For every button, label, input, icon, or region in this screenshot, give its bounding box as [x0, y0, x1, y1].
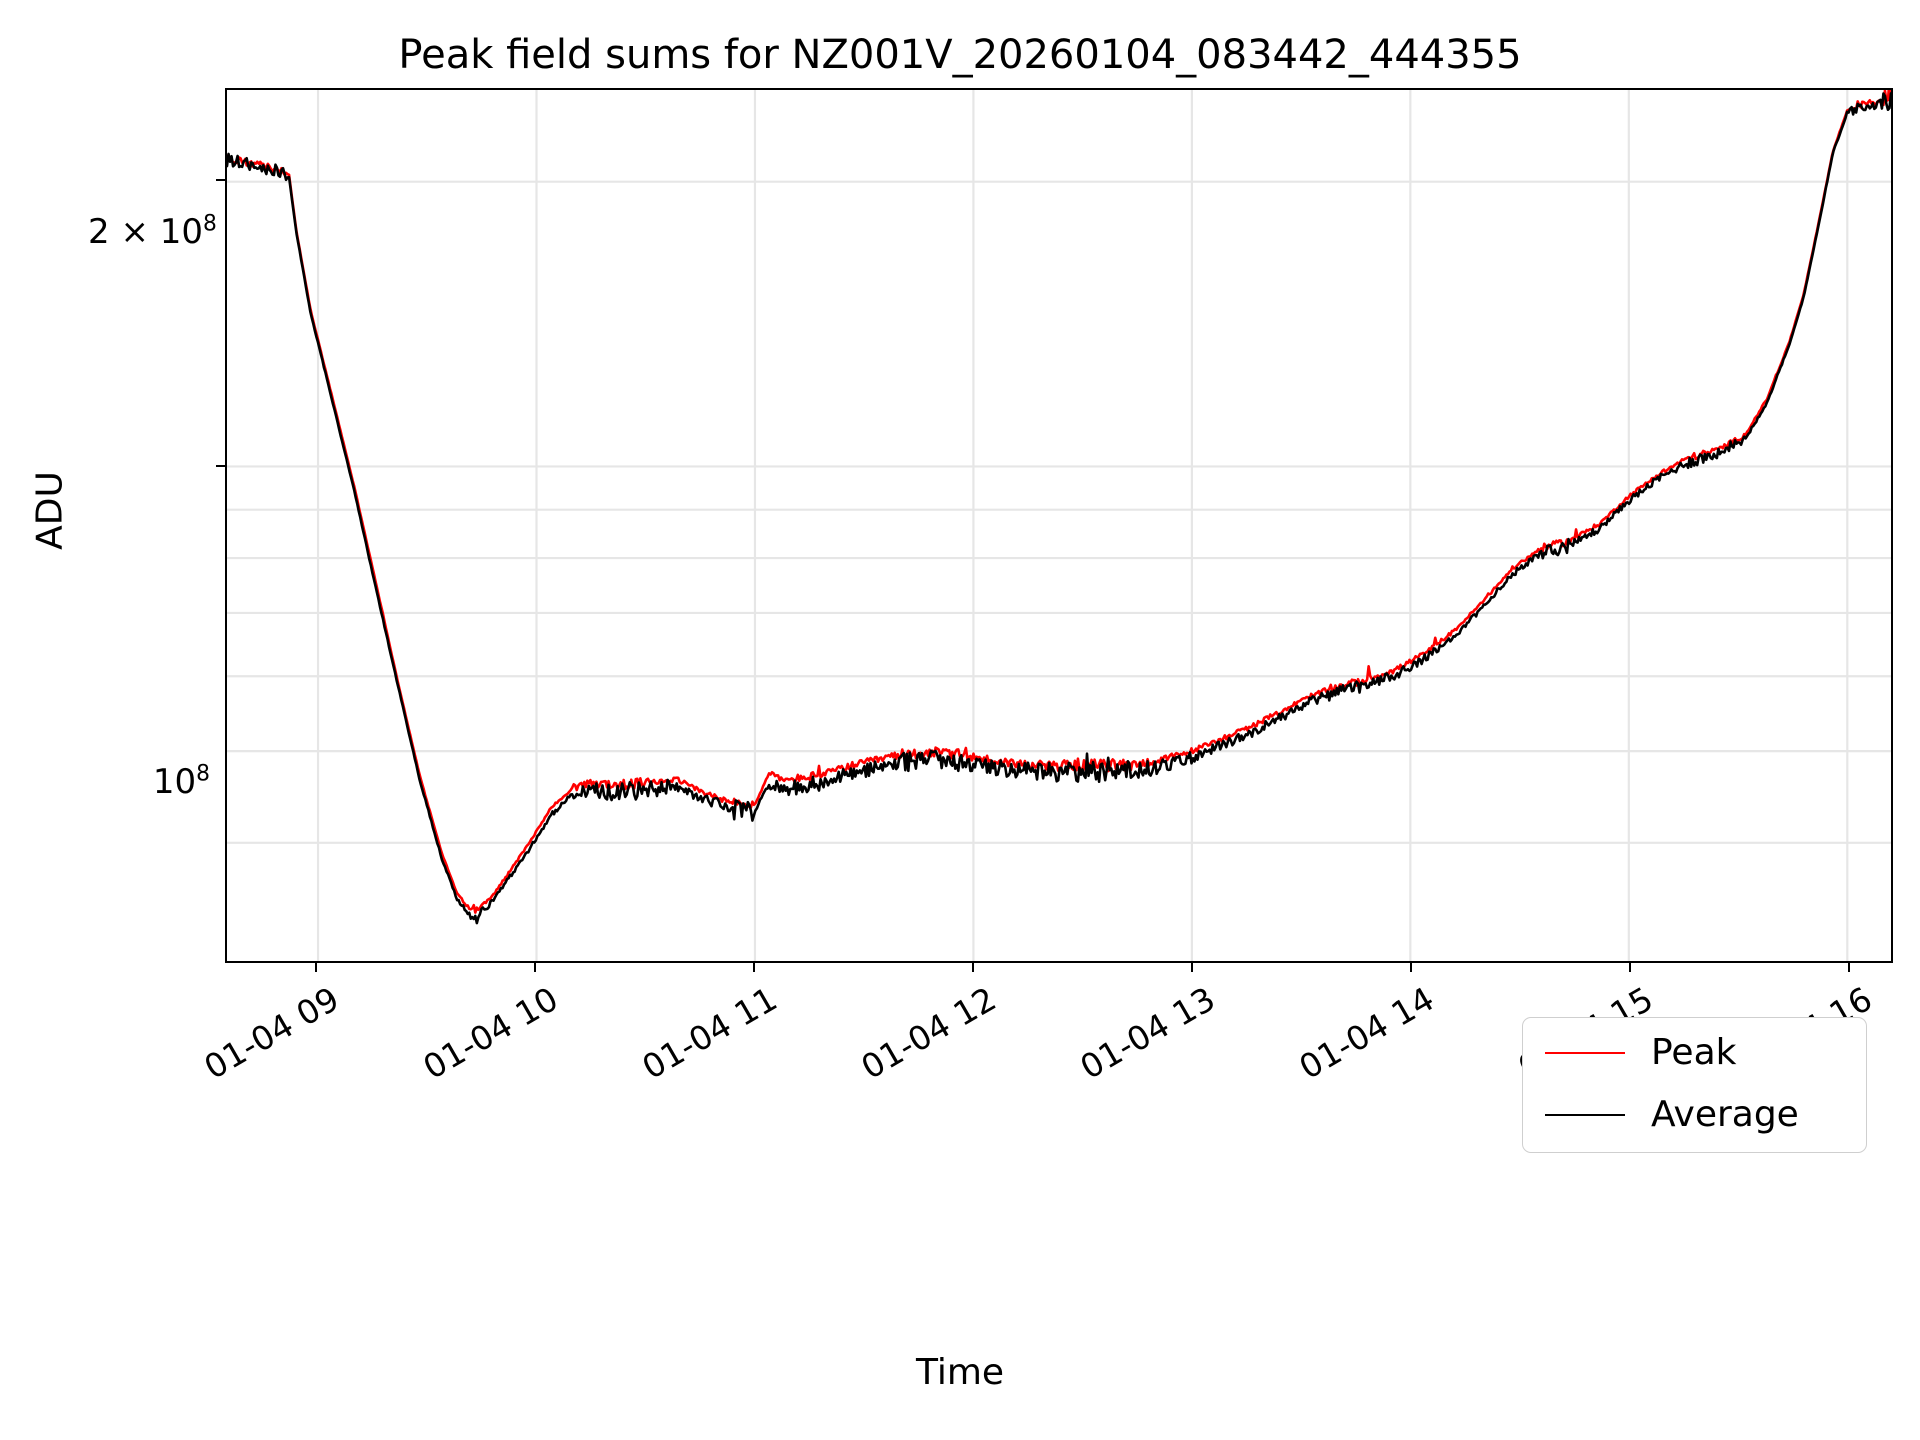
y-axis-title: ADU — [29, 471, 71, 550]
x-axis-title: Time — [915, 1352, 1005, 1393]
legend-entry-peak[interactable]: Peak — [1523, 1024, 1866, 1084]
x-tick-mark — [1629, 963, 1632, 972]
x-tick-label: 01-04 13 — [1073, 979, 1222, 1087]
x-tick-label: 01-04 12 — [854, 979, 1003, 1087]
data-series — [227, 90, 1891, 925]
x-tick-label: 01-04 11 — [635, 979, 784, 1087]
legend-label-average: Average — [1651, 1094, 1799, 1135]
x-tick-mark — [972, 963, 975, 972]
legend-entry-average[interactable]: Average — [1523, 1086, 1866, 1146]
x-tick-mark — [315, 963, 318, 972]
y-tick-mark — [216, 178, 225, 182]
legend-swatch-average — [1545, 1114, 1625, 1116]
y-tick-mark — [216, 464, 225, 468]
gridlines — [227, 90, 1891, 961]
x-tick-label: 01-04 14 — [1292, 979, 1441, 1087]
x-tick-mark — [534, 963, 537, 972]
y-tick-label-2e8: 2 × 108 — [88, 211, 217, 252]
series-average — [227, 92, 1891, 925]
x-tick-label: 01-04 09 — [197, 979, 346, 1087]
y-tick-label-1e8: 108 — [152, 761, 210, 802]
chart-title: Peak field sums for NZ001V_20260104_0834… — [398, 32, 1522, 78]
x-tick-mark — [753, 963, 756, 972]
plot-area — [225, 88, 1893, 963]
series-peak — [227, 90, 1891, 914]
legend[interactable]: Peak Average — [1522, 1017, 1867, 1153]
x-tick-mark — [1410, 963, 1413, 972]
legend-label-peak: Peak — [1651, 1032, 1737, 1073]
x-tick-mark — [1191, 963, 1194, 972]
x-tick-mark — [1848, 963, 1851, 972]
legend-swatch-peak — [1545, 1052, 1625, 1054]
x-tick-label: 01-04 10 — [416, 979, 565, 1087]
